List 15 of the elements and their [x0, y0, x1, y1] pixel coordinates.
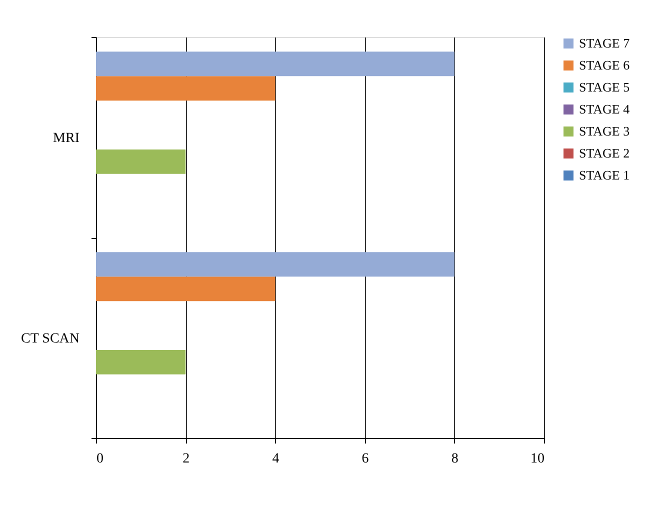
legend-label: STAGE 1 — [579, 168, 630, 182]
x-tick-label: 6 — [362, 452, 369, 466]
legend-label: STAGE 3 — [579, 124, 630, 138]
legend-label: STAGE 7 — [579, 36, 630, 50]
legend-label: STAGE 4 — [579, 102, 630, 116]
legend-label: STAGE 6 — [579, 58, 630, 72]
x-tick-label: 10 — [530, 452, 544, 466]
x-tick-label: 2 — [182, 452, 190, 466]
y-tick-label: CT SCAN — [21, 331, 80, 346]
x-tick-label: 4 — [272, 452, 280, 466]
x-tick-label: 8 — [451, 452, 458, 466]
legend-label: STAGE 5 — [579, 80, 630, 94]
legend-label: STAGE 2 — [579, 146, 630, 160]
x-tick-label: 0 — [96, 452, 104, 466]
y-tick-label: MRI — [53, 130, 80, 146]
